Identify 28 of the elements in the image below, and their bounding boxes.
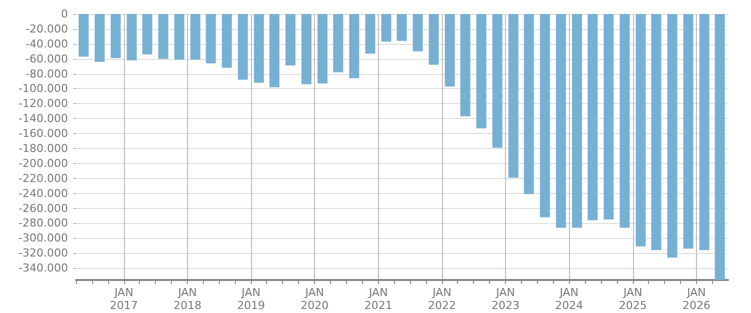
x-tick-label: JAN 2019 (237, 286, 266, 312)
x-tick-label: JAN 2025 (618, 286, 647, 312)
y-tick-label: -200.000 (18, 156, 68, 170)
y-tick-label: -340.000 (18, 262, 68, 275)
y-tick-label: -140.000 (18, 112, 68, 126)
y-tick-label: -320.000 (18, 246, 68, 260)
y-tick-label: -160.000 (18, 127, 68, 140)
x-tick-label: JAN 2026 (682, 286, 710, 312)
y-tick-label: -60.000 (26, 52, 68, 66)
y-tick-label: -80.000 (26, 67, 68, 80)
x-tick-label: JAN 2017 (110, 286, 138, 312)
y-tick-label: -180.000 (18, 142, 68, 155)
y-tick-label: -40.000 (26, 37, 68, 50)
x-tick-label: JAN 2018 (173, 286, 202, 312)
x-tick-label: JAN 2022 (428, 286, 456, 312)
y-tick-label: 0 (61, 8, 68, 20)
x-tick-label: JAN 2024 (555, 286, 584, 312)
x-tick-label: JAN 2023 (492, 286, 520, 312)
x-tick-label: JAN 2020 (300, 286, 329, 312)
y-tick-label: -300.000 (18, 232, 68, 245)
y-tick-label: -280.000 (18, 216, 68, 230)
y-tick-label: -100.000 (18, 82, 68, 96)
x-tick-label: JAN 2021 (364, 286, 392, 312)
y-tick-label: -220.000 (18, 172, 68, 185)
y-tick-label: -120.000 (18, 97, 68, 110)
y-tick-label: -260.000 (18, 202, 68, 215)
y-tick-label: -240.000 (18, 186, 68, 200)
y-tick-label: -20.000 (26, 22, 68, 36)
